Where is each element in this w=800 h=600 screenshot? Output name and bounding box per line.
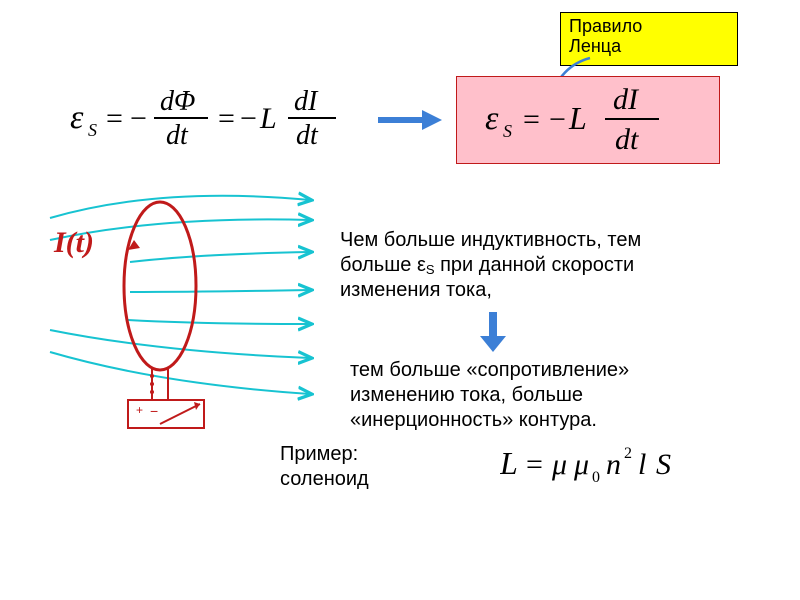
svg-text:ε: ε bbox=[485, 100, 499, 137]
svg-text:S: S bbox=[656, 448, 671, 481]
p1-l1: Чем больше индуктивность, тем bbox=[340, 228, 770, 253]
svg-text:n: n bbox=[606, 448, 621, 481]
emf-formula-box: ε S = − L dI dt bbox=[456, 76, 720, 164]
p1-l2: больше εS при данной скорости bbox=[340, 253, 770, 278]
loop-diagram: + − bbox=[0, 0, 340, 440]
lenz-line1: Правило bbox=[569, 17, 729, 37]
lenz-line2: Ленца bbox=[569, 37, 729, 57]
paragraph-inductance: Чем больше индуктивность, тем больше εS … bbox=[340, 228, 770, 303]
implies-arrow-icon bbox=[378, 110, 442, 130]
svg-text:dI: dI bbox=[613, 83, 640, 116]
p1-l3: изменения тока, bbox=[340, 278, 770, 303]
example-l2: соленоид bbox=[280, 467, 369, 492]
svg-text:L: L bbox=[500, 445, 518, 481]
down-arrow-icon bbox=[480, 312, 506, 357]
svg-text:+: + bbox=[136, 403, 143, 417]
paragraph-resistance: тем больше «сопротивление» изменению ток… bbox=[350, 358, 770, 433]
svg-text:μ: μ bbox=[551, 448, 567, 481]
svg-text:l: l bbox=[638, 448, 646, 481]
svg-text:−: − bbox=[150, 403, 158, 419]
p2-l2: изменению тока, больше bbox=[350, 383, 770, 408]
svg-text:0: 0 bbox=[592, 469, 600, 486]
svg-text:dt: dt bbox=[615, 123, 639, 156]
svg-text:=: = bbox=[523, 103, 540, 136]
inductance-formula: L = μ μ 0 n 2 l S bbox=[500, 438, 740, 493]
current-label: I(t) bbox=[54, 226, 94, 260]
svg-text:L: L bbox=[568, 100, 587, 136]
p2-l3: «инерционность» контура. bbox=[350, 408, 770, 433]
svg-text:S: S bbox=[503, 121, 512, 141]
example-l1: Пример: bbox=[280, 442, 369, 467]
svg-text:−: − bbox=[549, 103, 566, 136]
example-label: Пример: соленоид bbox=[280, 442, 369, 492]
svg-text:2: 2 bbox=[624, 445, 632, 462]
svg-text:μ: μ bbox=[573, 448, 589, 481]
p2-l1: тем больше «сопротивление» bbox=[350, 358, 770, 383]
svg-text:=: = bbox=[526, 448, 543, 481]
